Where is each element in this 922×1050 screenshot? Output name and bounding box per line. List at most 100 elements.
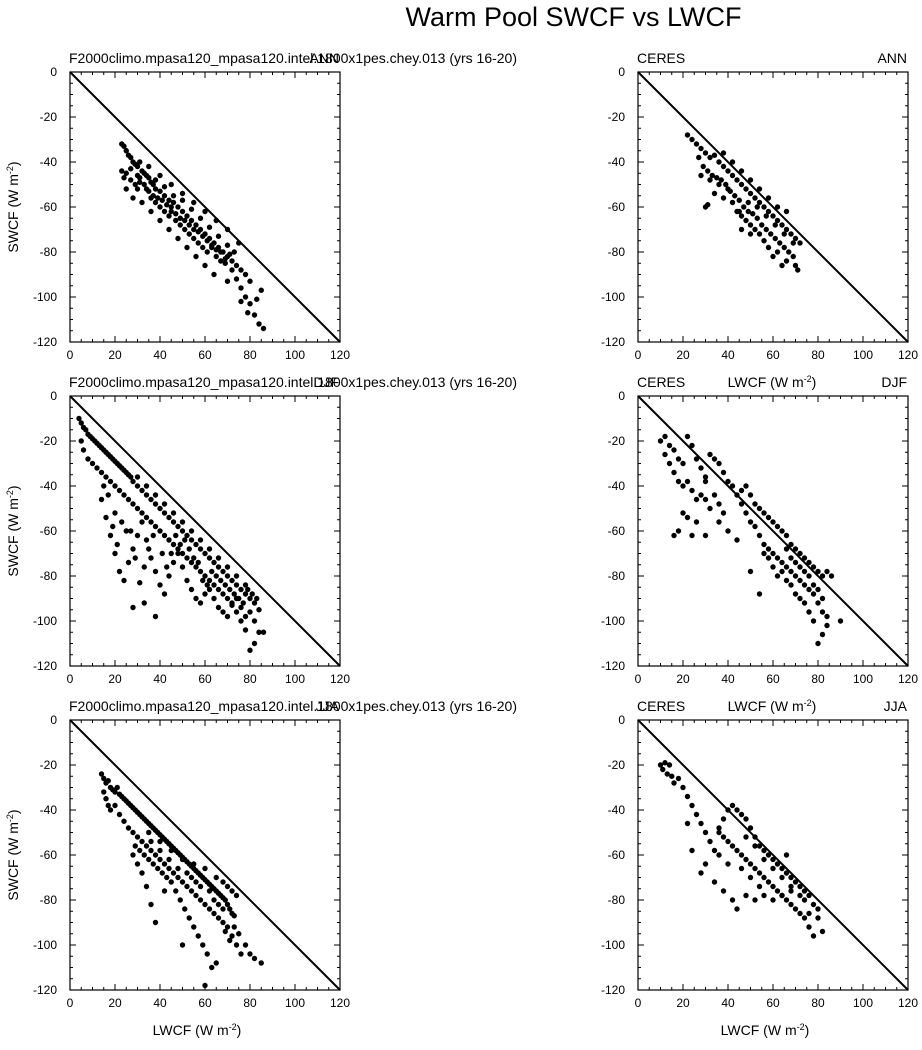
scatter-point <box>806 924 812 930</box>
y-tick-label: -60 <box>40 200 58 214</box>
panel-ceres-ann: 0 20 40 60 80 100 120 0 -20 -40 -60 -80 -100 -120 CERE… <box>601 50 918 362</box>
scatter-point <box>716 501 722 507</box>
scatter-point <box>184 244 190 251</box>
scatter-point <box>170 199 177 206</box>
scatter-point <box>774 888 781 894</box>
scatter-point <box>716 825 722 831</box>
scatter-point <box>756 532 763 539</box>
scatter-point <box>202 262 208 269</box>
scatter-point <box>168 847 174 854</box>
scatter-point <box>747 492 754 498</box>
scatter-point <box>123 186 129 192</box>
scatter-point <box>770 865 776 872</box>
scatter-point <box>116 487 123 494</box>
scatter-point <box>788 582 794 588</box>
scatter-point <box>247 278 253 284</box>
x-tick-label: 40 <box>153 348 167 362</box>
scatter-point <box>756 199 763 206</box>
scatter-point <box>705 202 711 208</box>
scatter-point <box>689 847 695 854</box>
scatter-point <box>725 838 731 845</box>
scatter-point <box>175 874 181 881</box>
scatter-point <box>222 256 228 262</box>
scatter-point <box>161 193 168 199</box>
y-tick-label: -40 <box>40 803 58 817</box>
scatter-point <box>761 847 767 854</box>
scatter-point <box>213 247 219 253</box>
scatter-point <box>783 208 790 215</box>
scatter-point <box>152 523 159 530</box>
figure-title: Warm Pool SWCF vs LWCF <box>405 2 742 32</box>
scatter-point <box>224 226 231 233</box>
scatter-point <box>157 172 163 179</box>
y-tick-label: -60 <box>40 524 58 538</box>
y-tick-label: -80 <box>40 245 58 259</box>
scatter-point <box>222 928 228 935</box>
scatter-point <box>260 629 267 635</box>
scatter-point <box>738 487 745 494</box>
panel-right-title: ANN <box>877 50 907 66</box>
scatter-point <box>152 199 159 206</box>
scatter-point <box>170 541 177 548</box>
scatter-point <box>213 874 219 881</box>
scatter-point <box>134 163 141 170</box>
scatter-point <box>738 852 745 858</box>
scatter-point <box>152 492 159 498</box>
scatter-point <box>119 519 125 525</box>
scatter-point <box>202 982 208 989</box>
scatter-point <box>134 532 141 539</box>
scatter-point <box>783 226 790 233</box>
scatter-point <box>152 852 159 858</box>
x-tick-label: 80 <box>811 348 825 362</box>
scatter-point <box>680 510 686 516</box>
scatter-point <box>657 438 664 444</box>
scatter-point <box>143 492 150 498</box>
scatter-point <box>797 892 803 899</box>
scatter-point <box>770 564 776 570</box>
scatter-point <box>148 519 154 525</box>
scatter-point <box>175 546 181 552</box>
scatter-point <box>188 217 195 224</box>
scatter-point <box>143 186 150 192</box>
scatter-point <box>195 229 201 235</box>
y-tick-label: -100 <box>601 290 625 304</box>
y-axis-label: SWCF (W m-2) <box>5 485 21 576</box>
scatter-point <box>675 456 682 462</box>
scatter-point <box>141 181 147 188</box>
scatter-point <box>810 564 817 570</box>
scatter-point <box>193 253 199 260</box>
scatter-point <box>152 186 159 192</box>
scatter-point <box>139 838 145 845</box>
scatter-point <box>815 906 821 912</box>
panel-left-title: CERES <box>637 698 685 714</box>
scatter-point <box>224 613 231 620</box>
scatter-point <box>179 208 186 215</box>
x-tick-label: 60 <box>198 672 212 686</box>
scatter-point <box>806 586 812 593</box>
scatter-point <box>101 789 107 795</box>
scatter-point <box>152 919 159 926</box>
scatter-point <box>112 550 118 557</box>
scatter-point <box>155 195 161 201</box>
scatter-point <box>168 550 174 557</box>
x-tick-label: 100 <box>285 996 305 1010</box>
scatter-point <box>795 267 801 273</box>
panel-model-djf: 0 20 40 60 80 100 120 0 -20 -40 -60 -80 -100 -120 F200… <box>5 374 517 686</box>
scatter-point <box>684 514 691 521</box>
scatter-point <box>177 222 183 228</box>
scatter-point <box>747 825 754 831</box>
scatter-point <box>152 177 159 183</box>
scatter-point <box>756 186 763 192</box>
scatter-point <box>743 186 749 192</box>
scatter-point <box>702 829 709 836</box>
scatter-point <box>175 204 181 210</box>
scatter-point <box>693 519 700 525</box>
y-tick-label: -120 <box>601 983 625 997</box>
scatter-point <box>107 478 114 485</box>
scatter-point <box>792 262 799 269</box>
x-tick-label: 80 <box>811 672 825 686</box>
scatter-point <box>229 577 235 584</box>
scatter-point <box>188 888 195 894</box>
y-tick-label: -40 <box>40 479 58 493</box>
y-tick-label: -100 <box>601 938 625 952</box>
